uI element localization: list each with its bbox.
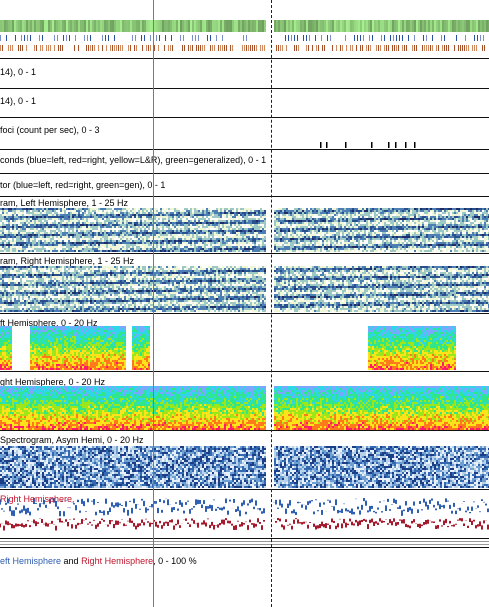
separator [0, 196, 489, 197]
density-bands [0, 20, 489, 51]
panel-11-label-red: Right Hemisphere, [0, 494, 75, 504]
panel-7-label: ram, Right Hemisphere, 1 - 25 Hz [0, 256, 134, 266]
power-left [0, 326, 456, 370]
foci-ticks [0, 140, 489, 150]
separator [0, 541, 489, 542]
trace-lines [0, 498, 489, 531]
separator [0, 149, 489, 150]
top-density-strip [0, 0, 489, 60]
separator [0, 430, 489, 431]
separator [0, 547, 489, 548]
spectrogram-right [0, 266, 489, 312]
panel-12-label-right: Right Hemisphere [81, 556, 153, 566]
panel-12-label-left: eft Hemisphere [0, 556, 61, 566]
left-hemi-spectrogram [0, 208, 489, 252]
spectrogram-left [0, 208, 489, 252]
panel-5-label: tor (blue=left, red=right, green=gen), 0… [0, 180, 165, 190]
separator [0, 58, 489, 59]
separator [0, 253, 489, 254]
panel-6-label: ram, Left Hemisphere, 1 - 25 Hz [0, 198, 128, 208]
panel-4-label: conds (blue=left, red=right, yellow=L&R)… [0, 155, 266, 165]
panel-10-label: Spectrogram, Asym Hemi, 0 - 20 Hz [0, 435, 144, 445]
panel-1-label: 14), 0 - 1 [0, 67, 36, 77]
panel-11-label: Right Hemisphere, [0, 494, 75, 504]
time-cursor[interactable] [153, 0, 154, 607]
panel-12-label-tail: , 0 - 100 % [153, 556, 197, 566]
separator [0, 544, 489, 545]
foci-tick-marks [320, 142, 416, 148]
panel-9-label: ght Hemisphere, 0 - 20 Hz [0, 377, 105, 387]
panel-12-label: eft Hemisphere and Right Hemisphere, 0 -… [0, 556, 197, 566]
asym-spectrogram [0, 446, 489, 488]
panel-2-label: 14), 0 - 1 [0, 96, 36, 106]
panel-3-label: foci (count per sec), 0 - 3 [0, 125, 100, 135]
separator [0, 173, 489, 174]
separator [0, 371, 489, 372]
right-hemi-power [0, 386, 489, 430]
segment-marker[interactable] [271, 0, 272, 607]
separator [0, 88, 489, 89]
panel-8-label: ft Hemisphere, 0 - 20 Hz [0, 318, 98, 328]
right-hemi-spectrogram [0, 266, 489, 312]
left-hemi-power [0, 326, 489, 370]
panel-12-label-mid: and [61, 556, 81, 566]
separator [0, 117, 489, 118]
separator [0, 538, 489, 539]
hemisphere-traces [0, 490, 489, 538]
separator [0, 489, 489, 490]
separator [0, 313, 489, 314]
power-right [0, 386, 489, 430]
asym-spectrogram-image [0, 446, 489, 488]
